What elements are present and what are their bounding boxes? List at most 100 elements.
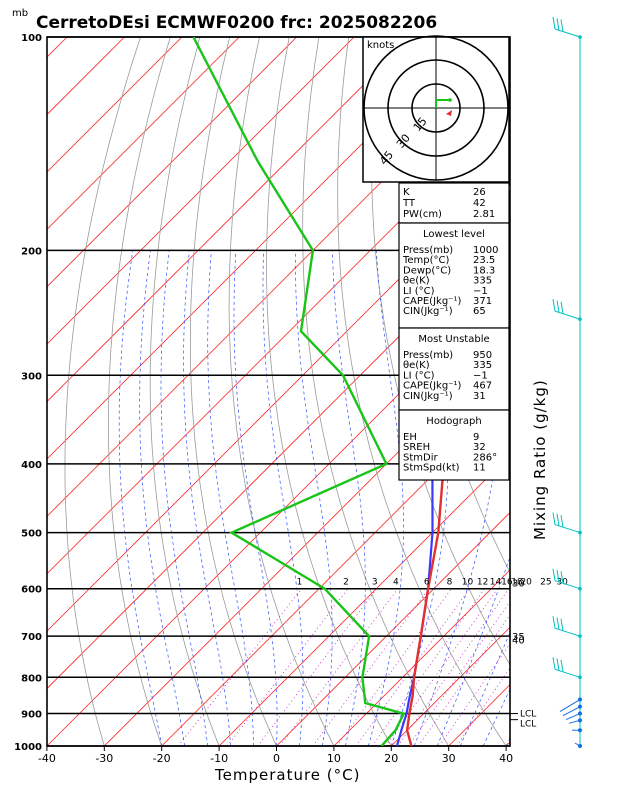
index-name: CAPE(Jkg⁻¹) <box>403 296 461 307</box>
index-value: 371 <box>473 296 492 307</box>
lcl-label: LCL <box>520 720 536 730</box>
wind-barb-flag <box>552 657 556 670</box>
pressure-tick-label: 100 <box>21 33 42 44</box>
index-name: CIN(Jkg⁻¹) <box>403 391 453 402</box>
wind-barb-low <box>568 719 581 724</box>
pressure-tick-label: 200 <box>21 246 42 257</box>
mixing-ratio-line <box>355 588 470 746</box>
mixing-ratio-line <box>279 588 399 746</box>
indices-panel: K 26 TT 42 PW(cm) 2.81 Lowest level Press(mb) 10… <box>398 182 510 481</box>
mixing-ratio-label: 12 <box>477 578 488 588</box>
dewpoint-line <box>192 37 406 746</box>
x-tick-label: -20 <box>153 752 171 765</box>
moist-adiabat <box>459 631 510 746</box>
moist-adiabat <box>482 688 510 746</box>
plot-frame <box>46 36 511 747</box>
mixing-ratio-line <box>226 588 349 746</box>
moist-adiabat <box>367 250 404 746</box>
index-name: LI (°C) <box>403 286 435 297</box>
index-value: 31 <box>473 391 486 402</box>
mixing-ratio-label: 1 <box>297 578 303 588</box>
dry-adiabat <box>149 37 220 746</box>
indices-box <box>398 222 510 329</box>
pressure-tick-label: 700 <box>21 632 42 643</box>
storm-motion-marker <box>446 110 452 116</box>
indices-box <box>398 409 510 481</box>
hodograph-unit: knots <box>367 40 394 51</box>
index-name: Temp(°C) <box>402 255 450 266</box>
mixing-ratio-label: 4 <box>393 578 399 588</box>
pressure-tick-label: 600 <box>21 585 42 596</box>
isotherm-line <box>333 569 510 746</box>
index-value: 2.81 <box>473 209 495 220</box>
wind-barb-low <box>559 699 581 712</box>
index-name: Dewp(°C) <box>403 265 451 276</box>
hodograph-trace <box>435 99 450 108</box>
index-value: 18.3 <box>473 265 495 276</box>
dry-adiabat <box>587 37 618 746</box>
wind-barb-flag <box>560 301 564 314</box>
mixing-ratio-label: 3 <box>372 578 378 588</box>
dry-adiabat <box>190 37 277 746</box>
wind-barb-flag <box>552 616 556 629</box>
mixing-ratio-label: 20 <box>520 578 532 588</box>
x-tick-label: -30 <box>95 752 113 765</box>
wind-barb <box>554 668 581 678</box>
dry-adiabat <box>557 37 618 746</box>
index-value: 335 <box>473 360 492 371</box>
index-value: −1 <box>473 286 488 297</box>
pressure-tick-label: 900 <box>21 710 42 721</box>
x-tick-label: 20 <box>384 752 398 765</box>
index-name: LI (°C) <box>403 370 435 381</box>
mixing-ratio-line <box>312 588 430 746</box>
dry-adiabat <box>64 37 141 746</box>
index-name: SREH <box>403 442 430 453</box>
wind-barb-flag <box>552 16 556 30</box>
wind-barb-flag <box>556 617 560 630</box>
index-name: EH <box>403 432 417 443</box>
dry-adiabat <box>108 37 171 746</box>
isotherm-line <box>47 37 125 116</box>
x-axis-label: Temperature (°C) <box>214 766 360 784</box>
mixing-ratio-label: 8 <box>447 578 453 588</box>
wind-barb-flag <box>556 569 560 583</box>
isotherm-line <box>47 37 412 403</box>
isotherm-line <box>47 37 240 230</box>
index-name: CAPE(Jkg⁻¹) <box>403 381 461 392</box>
index-name: PW(cm) <box>403 209 442 220</box>
isotherm-line <box>218 454 510 746</box>
index-name: θe(K) <box>403 276 430 287</box>
wind-barb-flag <box>556 658 560 671</box>
theta-e-label: 35 <box>512 632 525 643</box>
wind-barb-flag <box>560 515 564 528</box>
moist-adiabat <box>183 250 231 746</box>
index-value: 32 <box>473 442 486 453</box>
index-value: 950 <box>473 350 492 361</box>
wind-barb-flag <box>556 513 560 526</box>
wind-barb-flag <box>560 19 564 32</box>
isotherm-line <box>47 37 355 345</box>
isotherm-line <box>47 37 183 173</box>
theta-e-label: 40 <box>512 635 525 646</box>
mixing-ratio-line <box>408 600 510 746</box>
mixing-ratio-label: 18 <box>511 578 523 588</box>
index-value: 1000 <box>473 245 498 256</box>
right-axis-label: Mixing Ratio (g/kg) <box>531 379 549 540</box>
moist-adiabat <box>233 250 278 746</box>
x-tick-label: 40 <box>499 752 513 765</box>
indices-section-header: Lowest level <box>423 229 485 240</box>
mixing-ratio-label: 6 <box>424 578 430 588</box>
isotherm-line <box>47 224 510 690</box>
moist-adiabat <box>118 250 163 746</box>
index-value: 23.5 <box>473 255 495 266</box>
isotherm-line <box>564 37 618 746</box>
dry-adiabat <box>337 37 507 746</box>
hodograph-point <box>448 98 452 102</box>
wind-barb <box>554 310 581 320</box>
index-value: 26 <box>473 187 486 198</box>
theta-e-label: 30 <box>512 579 525 590</box>
moist-adiabat <box>160 250 208 746</box>
wind-barb-low <box>565 713 581 721</box>
index-value: 42 <box>473 198 486 209</box>
